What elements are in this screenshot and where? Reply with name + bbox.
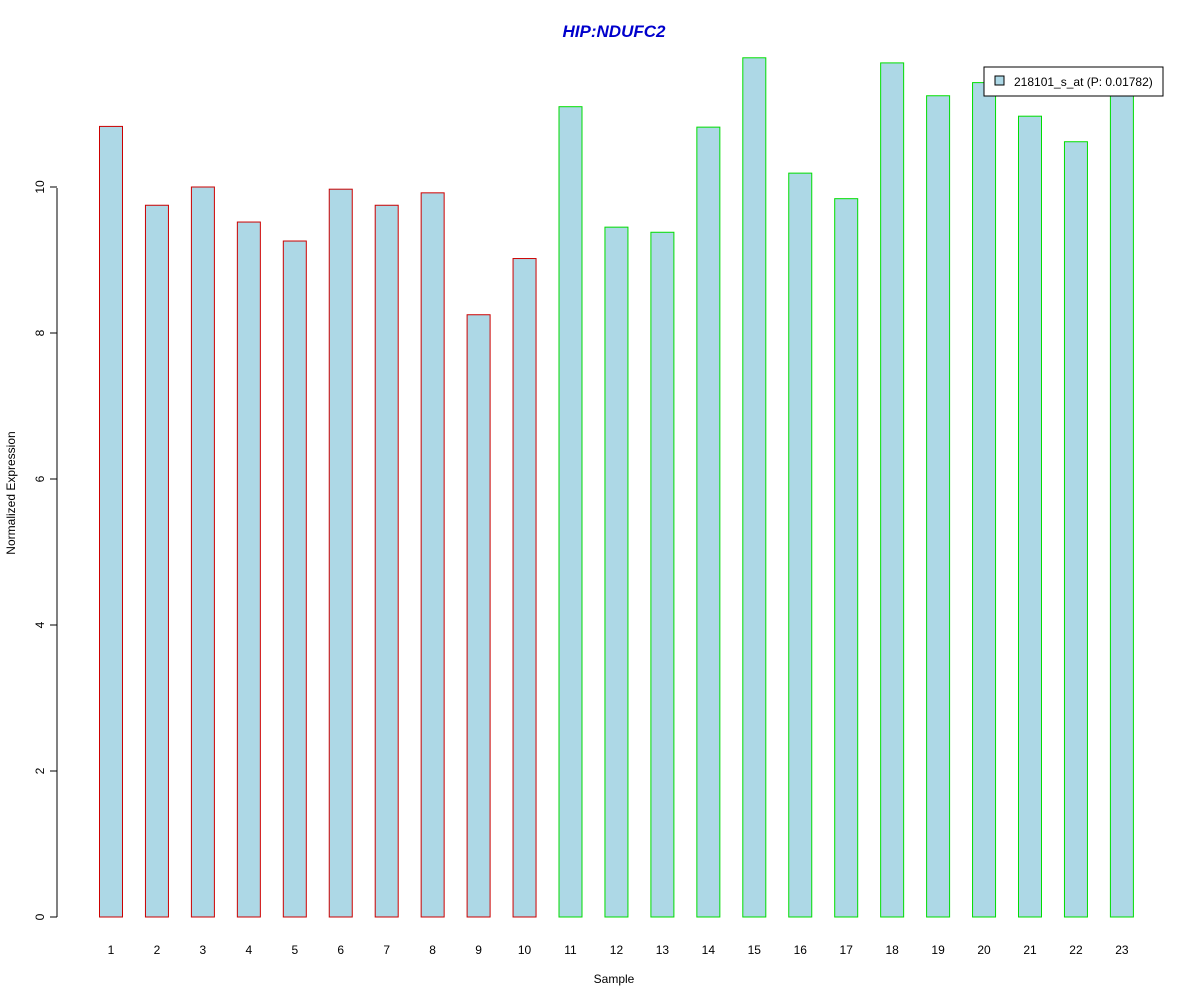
bar-sample-13 bbox=[650, 231, 675, 918]
x-tick-label-5: 5 bbox=[291, 943, 298, 957]
x-tick-label-10: 10 bbox=[518, 943, 532, 957]
legend-box bbox=[983, 66, 1164, 97]
bar-sample-6 bbox=[328, 188, 353, 918]
y-tick-label-4: 4 bbox=[33, 621, 47, 628]
x-tick-label-8: 8 bbox=[429, 943, 436, 957]
bar-sample-18 bbox=[880, 62, 905, 918]
x-axis-tick-labels: 1 2 3 4 5 6 7 8 9 10 11 12 13 14 15 16 17 18 19 20 21 22 23 bbox=[108, 943, 1129, 957]
bar-sample-20 bbox=[972, 82, 997, 918]
bar-sample-19 bbox=[926, 95, 951, 918]
x-tick-label-21: 21 bbox=[1023, 943, 1037, 957]
bar-sample-4 bbox=[236, 221, 261, 918]
x-tick-label-12: 12 bbox=[610, 943, 624, 957]
x-tick-label-6: 6 bbox=[337, 943, 344, 957]
bar-sample-8 bbox=[420, 192, 445, 918]
x-tick-label-19: 19 bbox=[931, 943, 945, 957]
x-tick-label-20: 20 bbox=[977, 943, 991, 957]
x-tick-label-13: 13 bbox=[656, 943, 670, 957]
bar-sample-2 bbox=[144, 204, 169, 918]
bar-sample-22 bbox=[1063, 141, 1088, 918]
y-tick-label-8: 8 bbox=[33, 329, 47, 336]
x-tick-label-2: 2 bbox=[154, 943, 161, 957]
x-tick-label-11: 11 bbox=[564, 943, 577, 957]
x-tick-label-14: 14 bbox=[702, 943, 716, 957]
y-tick-label-6: 6 bbox=[33, 475, 47, 482]
bars-layer bbox=[99, 57, 1134, 918]
y-tick-label-0: 0 bbox=[33, 913, 47, 920]
x-tick-label-23: 23 bbox=[1115, 943, 1129, 957]
bar-sample-5 bbox=[282, 240, 307, 918]
y-axis: 0 2 4 6 8 10 bbox=[33, 180, 58, 920]
bar-sample-14 bbox=[696, 126, 721, 918]
x-tick-label-17: 17 bbox=[840, 943, 854, 957]
x-tick-label-16: 16 bbox=[794, 943, 808, 957]
x-tick-label-18: 18 bbox=[885, 943, 899, 957]
x-tick-label-7: 7 bbox=[383, 943, 390, 957]
bar-sample-9 bbox=[466, 314, 491, 918]
y-axis-label: Normalized Expression bbox=[4, 431, 18, 554]
bar-sample-16 bbox=[788, 172, 813, 918]
y-tick-label-10: 10 bbox=[33, 180, 47, 194]
bar-sample-17 bbox=[834, 198, 859, 918]
x-tick-label-1: 1 bbox=[108, 943, 115, 957]
bar-sample-1 bbox=[99, 125, 123, 918]
bar-sample-11 bbox=[558, 106, 583, 918]
bar-sample-15 bbox=[742, 57, 767, 918]
x-tick-label-15: 15 bbox=[748, 943, 762, 957]
bar-sample-12 bbox=[604, 226, 629, 918]
legend-label: 218101_s_at (P: 0.01782) bbox=[1014, 75, 1153, 89]
x-tick-label-3: 3 bbox=[200, 943, 207, 957]
bar-sample-10 bbox=[512, 258, 537, 918]
bar-sample-21 bbox=[1018, 115, 1042, 918]
bar-sample-7 bbox=[374, 204, 399, 918]
x-tick-label-4: 4 bbox=[246, 943, 253, 957]
legend: 218101_s_at (P: 0.01782) bbox=[983, 66, 1164, 97]
y-tick-label-2: 2 bbox=[33, 767, 47, 774]
x-tick-label-9: 9 bbox=[475, 943, 482, 957]
x-tick-label-22: 22 bbox=[1069, 943, 1083, 957]
x-axis-label: Sample bbox=[594, 972, 635, 986]
bar-sample-23 bbox=[1109, 95, 1134, 918]
chart-title: HIP:NDUFC2 bbox=[563, 22, 666, 41]
bar-sample-3 bbox=[190, 186, 215, 918]
legend-swatch bbox=[994, 75, 1005, 86]
